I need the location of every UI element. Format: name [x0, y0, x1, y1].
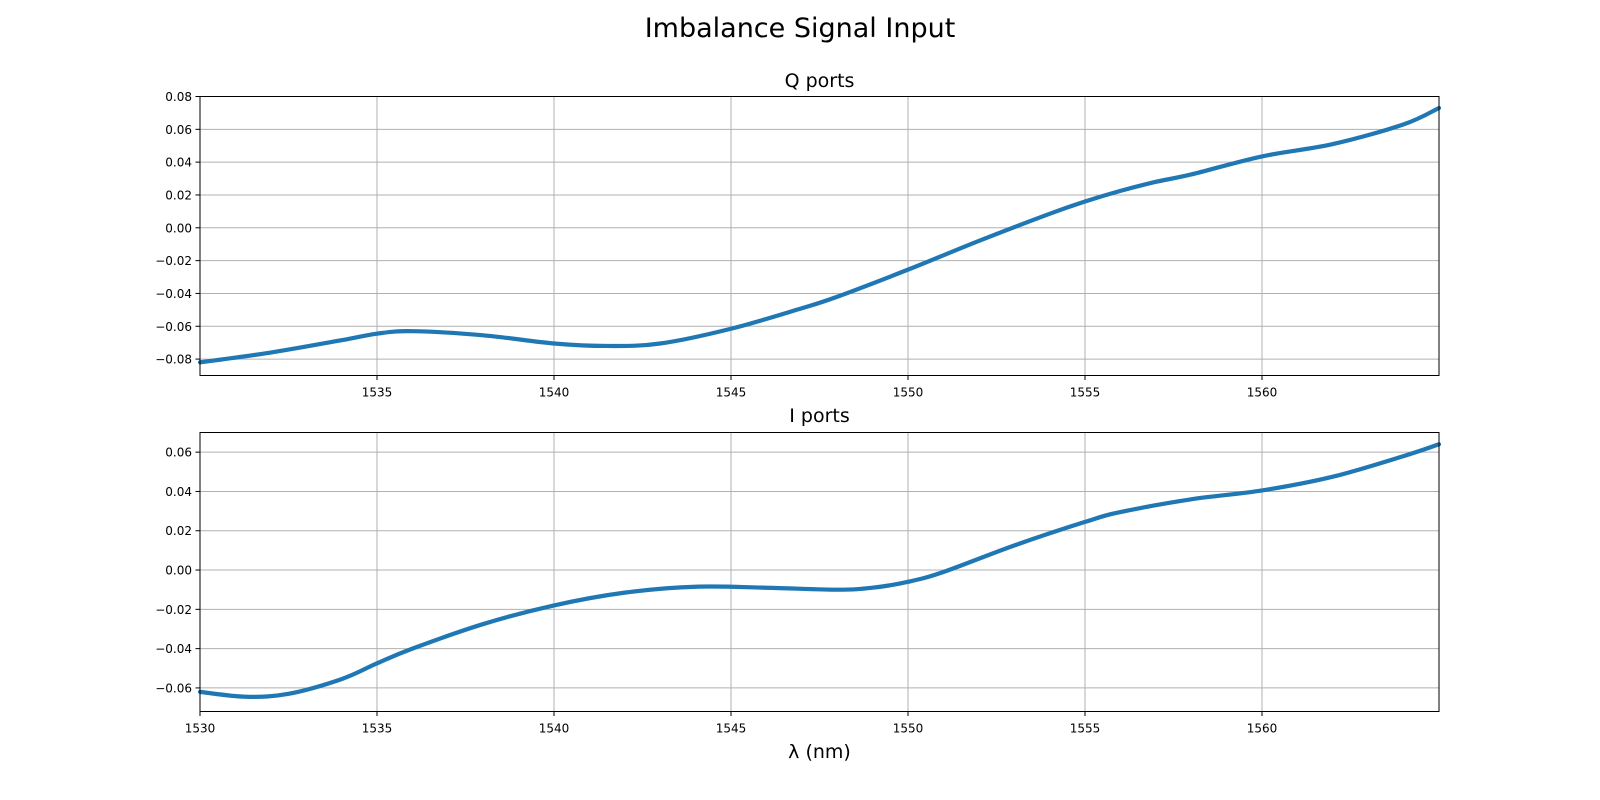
q-ports-x-tick-label: 1545 — [716, 386, 747, 400]
q-ports-title: Q ports — [785, 70, 855, 92]
i-ports-x-tick-label: 1560 — [1247, 722, 1278, 736]
figure-title: Imbalance Signal Input — [645, 13, 956, 44]
q-ports-y-tick-label: −0.06 — [155, 320, 192, 334]
q-ports-x-tick-label: 1555 — [1070, 386, 1101, 400]
i-ports-frame — [199, 432, 1440, 712]
i-ports-title: I ports — [789, 405, 850, 427]
i-ports-y-tick-label: 0.06 — [165, 446, 192, 460]
q-ports-frame — [199, 96, 1440, 376]
q-ports-y-tick-label: 0.06 — [165, 123, 192, 137]
i-ports-x-tick-label: 1540 — [539, 722, 570, 736]
q-ports-x-tick-label: 1560 — [1247, 386, 1278, 400]
i-ports-x-tick-label: 1535 — [362, 722, 393, 736]
q-ports-line — [197, 105, 1442, 365]
q-ports-y-tick-label: 0.02 — [165, 188, 192, 202]
q-ports-y-tick-label: 0.08 — [165, 90, 192, 104]
q-ports-y-tick-label: 0.04 — [165, 156, 192, 170]
i-ports-x-tick-label: 1555 — [1070, 722, 1101, 736]
i-ports-y-tick-label: 0.02 — [165, 524, 192, 538]
i-ports-x-tick-label: 1530 — [185, 722, 216, 736]
i-ports-x-tick-label: 1545 — [716, 722, 747, 736]
q-ports-y-tick-label: 0.00 — [165, 221, 192, 235]
i-ports-panel: I ports 1530 1535 1540 1545 1550 1555 1560 −0.0… — [155, 405, 1442, 763]
q-ports-y-tick-label: −0.02 — [155, 254, 192, 268]
q-ports-panel: Q ports 1535 1540 1545 1550 1555 1560 −0.08 −0.… — [155, 70, 1442, 400]
i-ports-y-tick-label: −0.04 — [155, 642, 192, 656]
i-ports-x-tick-label: 1550 — [893, 722, 924, 736]
i-ports-y-tick-label: −0.06 — [155, 681, 192, 695]
i-ports-line — [197, 442, 1442, 699]
q-ports-x-tick-label: 1535 — [362, 386, 393, 400]
i-ports-y-tick-label: 0.00 — [165, 564, 192, 578]
q-ports-x-tick-label: 1540 — [539, 386, 570, 400]
q-ports-x-tick-label: 1550 — [893, 386, 924, 400]
q-ports-y-tick-label: −0.04 — [155, 287, 192, 301]
q-ports-y-tick-label: −0.08 — [155, 353, 192, 367]
i-ports-y-tick-label: −0.02 — [155, 603, 192, 617]
x-axis-label: λ (nm) — [788, 741, 851, 763]
i-ports-y-tick-label: 0.04 — [165, 485, 192, 499]
